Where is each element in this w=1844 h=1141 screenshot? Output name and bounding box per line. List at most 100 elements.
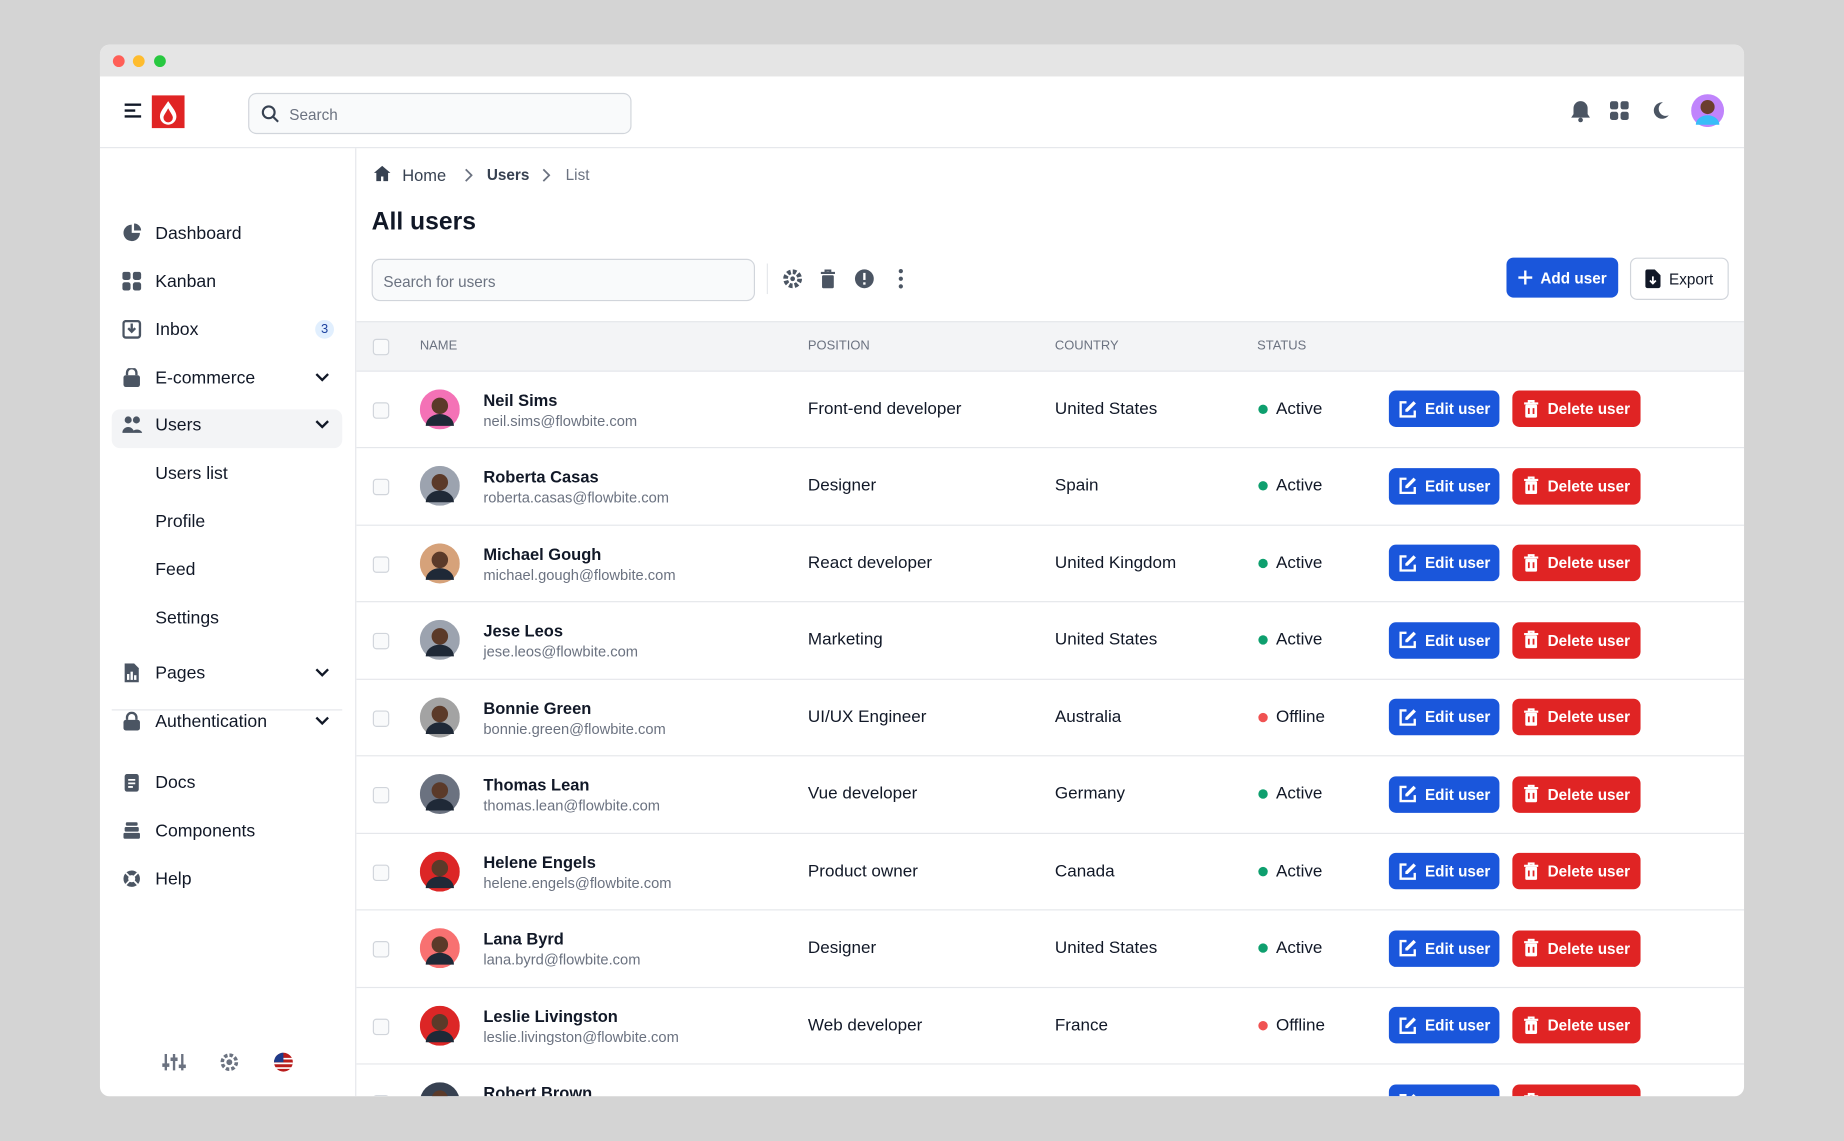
chevron bbox=[315, 668, 329, 677]
add-user-button[interactable]: Add user bbox=[1506, 257, 1619, 298]
row-checkbox[interactable] bbox=[372, 863, 390, 881]
sidebar-link[interactable]: Feed bbox=[155, 559, 196, 580]
edit-button[interactable]: Edit user bbox=[1388, 929, 1500, 967]
breadcrumb-link[interactable]: Users bbox=[486, 165, 530, 184]
row-checkbox[interactable] bbox=[372, 555, 390, 573]
table-row: Helene Engels helene.engels@flowbite.com P… bbox=[356, 833, 1745, 911]
edit-button[interactable]: Edit user bbox=[1388, 621, 1500, 659]
sidebar-link[interactable]: Pages bbox=[155, 663, 206, 684]
button-label: Edit user bbox=[1424, 708, 1491, 726]
status: Active bbox=[1275, 784, 1323, 804]
user-name: Robert Brown bbox=[483, 1083, 593, 1097]
status: Active bbox=[1275, 399, 1323, 419]
plus-icon bbox=[1518, 270, 1533, 285]
row-checkbox[interactable] bbox=[372, 941, 390, 958]
sidebar-link[interactable]: E-commerce bbox=[155, 368, 256, 389]
edit-button[interactable]: Edit user bbox=[1388, 852, 1500, 890]
status: Offline bbox=[1275, 1015, 1325, 1035]
status: Active bbox=[1275, 861, 1323, 881]
sidebar-icon bbox=[123, 822, 140, 839]
delete-button[interactable]: Delete user bbox=[1512, 1006, 1641, 1044]
delete-button[interactable]: Delete user bbox=[1512, 467, 1641, 505]
button-label: Delete user bbox=[1547, 708, 1631, 726]
button-label: Edit user bbox=[1424, 1016, 1491, 1034]
country: United States bbox=[1054, 399, 1158, 419]
delete-button[interactable]: Delete user bbox=[1512, 544, 1641, 582]
row-checkbox[interactable] bbox=[372, 1018, 390, 1035]
edit-icon bbox=[1399, 708, 1416, 726]
edit-button[interactable]: Edit user bbox=[1388, 1006, 1500, 1044]
row-checkbox[interactable] bbox=[372, 786, 390, 804]
status-dot bbox=[1258, 866, 1268, 876]
sidebar-link[interactable]: Kanban bbox=[155, 271, 217, 292]
user-name: Thomas Lean bbox=[483, 775, 590, 795]
avatar bbox=[419, 928, 460, 969]
table-header bbox=[356, 321, 1745, 372]
row-checkbox[interactable] bbox=[372, 401, 390, 419]
breadcrumb-sep bbox=[542, 168, 551, 182]
notifications[interactable] bbox=[1570, 100, 1591, 123]
sidebar-link[interactable]: Dashboard bbox=[155, 223, 242, 244]
delete-button[interactable]: Delete user bbox=[1512, 698, 1641, 736]
apps[interactable] bbox=[1609, 101, 1629, 120]
user-email: roberta.casas@flowbite.com bbox=[483, 489, 670, 506]
country: United Kingdom bbox=[1054, 553, 1177, 573]
edit-button[interactable]: Edit user bbox=[1388, 775, 1500, 813]
logo[interactable] bbox=[151, 95, 185, 129]
sidebar-icon bbox=[123, 870, 140, 887]
edit-icon bbox=[1399, 631, 1416, 649]
position: UI/UX Engineer bbox=[807, 707, 927, 727]
edit-button[interactable]: Edit user bbox=[1388, 544, 1500, 582]
sidebar-link[interactable]: Authentication bbox=[155, 711, 268, 732]
sidebar-link[interactable]: Users list bbox=[155, 463, 228, 484]
edit-icon bbox=[1399, 1093, 1416, 1097]
sidebar-icon bbox=[123, 368, 140, 388]
row-checkbox[interactable] bbox=[372, 1095, 390, 1097]
edit-button[interactable]: Edit user bbox=[1388, 698, 1500, 736]
sidebar-link[interactable]: Docs bbox=[155, 772, 196, 793]
delete-button[interactable]: Delete user bbox=[1512, 775, 1641, 813]
row-checkbox[interactable] bbox=[372, 478, 390, 496]
delete-button[interactable]: Delete user bbox=[1512, 929, 1641, 967]
select-all-checkbox[interactable] bbox=[372, 338, 390, 356]
sidebar-footer-icons[interactable] bbox=[161, 1050, 314, 1074]
dark-mode-toggle[interactable] bbox=[1651, 101, 1670, 120]
export-button[interactable]: Export bbox=[1629, 257, 1729, 300]
column-header: COUNTRY bbox=[1054, 338, 1119, 353]
sidebar-link[interactable]: Settings bbox=[155, 608, 219, 629]
edit-button[interactable]: Edit user bbox=[1388, 390, 1500, 427]
sidebar-link[interactable]: Components bbox=[155, 821, 256, 842]
user-search-input[interactable]: Search for users bbox=[371, 258, 756, 302]
button-label: Delete user bbox=[1547, 476, 1631, 495]
user-email: neil.sims@flowbite.com bbox=[483, 412, 638, 429]
table-row: Jese Leos jese.leos@flowbite.com Marketing… bbox=[356, 602, 1745, 680]
edit-icon bbox=[1399, 1016, 1416, 1034]
user-avatar[interactable] bbox=[1691, 94, 1725, 128]
delete-button[interactable]: Delete user bbox=[1512, 1083, 1641, 1097]
sidebar-link[interactable]: Profile bbox=[155, 511, 206, 532]
menu-toggle[interactable] bbox=[123, 102, 142, 118]
sidebar-link[interactable]: Inbox bbox=[155, 319, 199, 340]
sidebar-link[interactable]: Users bbox=[155, 415, 202, 436]
position: Vue developer bbox=[807, 784, 918, 804]
export-icon bbox=[1645, 269, 1661, 289]
position: Designer bbox=[807, 476, 877, 496]
delete-button[interactable]: Delete user bbox=[1512, 390, 1641, 427]
trash-icon bbox=[1524, 399, 1539, 417]
trash-icon bbox=[1524, 1015, 1539, 1034]
sidebar-icon bbox=[122, 271, 142, 291]
sidebar-link[interactable]: Help bbox=[155, 869, 192, 890]
status: Offline bbox=[1275, 707, 1325, 727]
user-name: Roberta Casas bbox=[483, 466, 599, 486]
row-checkbox[interactable] bbox=[372, 709, 390, 727]
breadcrumb-link[interactable]: Home bbox=[402, 165, 447, 185]
delete-button[interactable]: Delete user bbox=[1512, 621, 1641, 659]
search-input[interactable]: Search bbox=[248, 92, 632, 135]
delete-button[interactable]: Delete user bbox=[1512, 852, 1641, 890]
edit-button[interactable]: Edit user bbox=[1388, 1083, 1500, 1097]
toolbar-icons[interactable] bbox=[782, 268, 914, 289]
position: Designer bbox=[807, 938, 877, 958]
row-checkbox[interactable] bbox=[372, 632, 390, 650]
edit-button[interactable]: Edit user bbox=[1388, 467, 1500, 505]
